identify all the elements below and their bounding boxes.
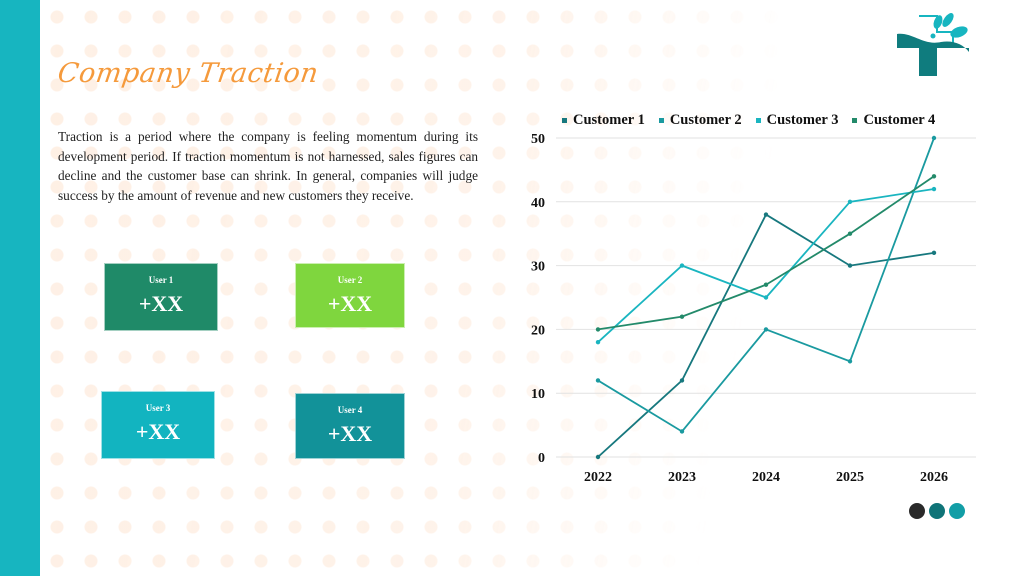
y-tick-label: 10 (531, 387, 545, 402)
data-point (763, 295, 769, 300)
series-line (597, 213, 935, 458)
pager-dot-icon (929, 503, 945, 519)
user-card-2: User 2 +XX (295, 263, 405, 328)
legend-swatch-icon (755, 118, 761, 123)
data-point (847, 263, 853, 268)
data-point (763, 327, 769, 332)
data-point (595, 327, 601, 332)
data-point (595, 378, 601, 383)
y-tick-label: 0 (538, 451, 545, 466)
data-point (679, 429, 685, 434)
data-point (931, 250, 937, 256)
x-tick-label: 2026 (920, 470, 948, 485)
data-point (763, 282, 769, 287)
medical-cross-leaf-logo-icon (893, 12, 971, 78)
legend-swatch-icon (658, 118, 664, 123)
x-tick-label: 2022 (584, 470, 612, 485)
y-tick-label: 40 (531, 196, 545, 211)
data-point (679, 378, 685, 383)
user-card-3: User 3 +XX (101, 391, 215, 459)
data-point (679, 263, 685, 268)
data-point (595, 454, 601, 460)
y-tick-label: 20 (531, 323, 545, 338)
series-line (597, 175, 935, 331)
x-tick-label: 2023 (668, 470, 696, 485)
legend-item-customer-3: Customer 3 (755, 112, 838, 129)
user-card-4: User 4 +XX (295, 393, 405, 459)
legend-swatch-icon (852, 118, 858, 123)
card-label: User 4 (337, 405, 363, 415)
card-label: User 2 (337, 275, 363, 285)
card-value: +XX (138, 291, 184, 316)
card-value: +XX (135, 419, 181, 444)
chart-legend: Customer 1 Customer 2 Customer 3 Custome… (562, 112, 935, 129)
card-value: +XX (327, 291, 373, 316)
x-tick-label: 2025 (836, 470, 864, 485)
data-point (931, 186, 937, 192)
legend-swatch-icon (562, 118, 567, 123)
data-point (847, 231, 853, 236)
data-point (763, 212, 769, 217)
legend-item-customer-1: Customer 1 (562, 112, 645, 129)
page-title: Company Traction (55, 58, 321, 89)
data-point (595, 339, 601, 345)
card-label: User 1 (148, 275, 174, 285)
pager-dot-icon (909, 503, 925, 519)
line-chart: 0 10 20 30 40 50 2022 2023 2024 2025 2026 (531, 132, 976, 485)
y-tick-label: 30 (531, 260, 545, 275)
data-point (931, 174, 937, 179)
legend-item-customer-4: Customer 4 (852, 112, 935, 129)
card-value: +XX (327, 421, 373, 446)
left-accent-bar (0, 0, 40, 576)
pager-dot-icon (949, 503, 965, 519)
data-point (679, 314, 685, 319)
user-card-1: User 1 +XX (104, 263, 218, 331)
y-tick-label: 50 (531, 132, 545, 147)
x-tick-label: 2024 (752, 470, 780, 485)
data-point (847, 199, 853, 204)
body-paragraph: Traction is a period where the company i… (58, 129, 478, 203)
pager-dots (909, 503, 965, 519)
card-label: User 3 (145, 403, 171, 413)
legend-item-customer-2: Customer 2 (658, 112, 742, 129)
data-point (847, 359, 853, 364)
data-point (931, 135, 937, 141)
